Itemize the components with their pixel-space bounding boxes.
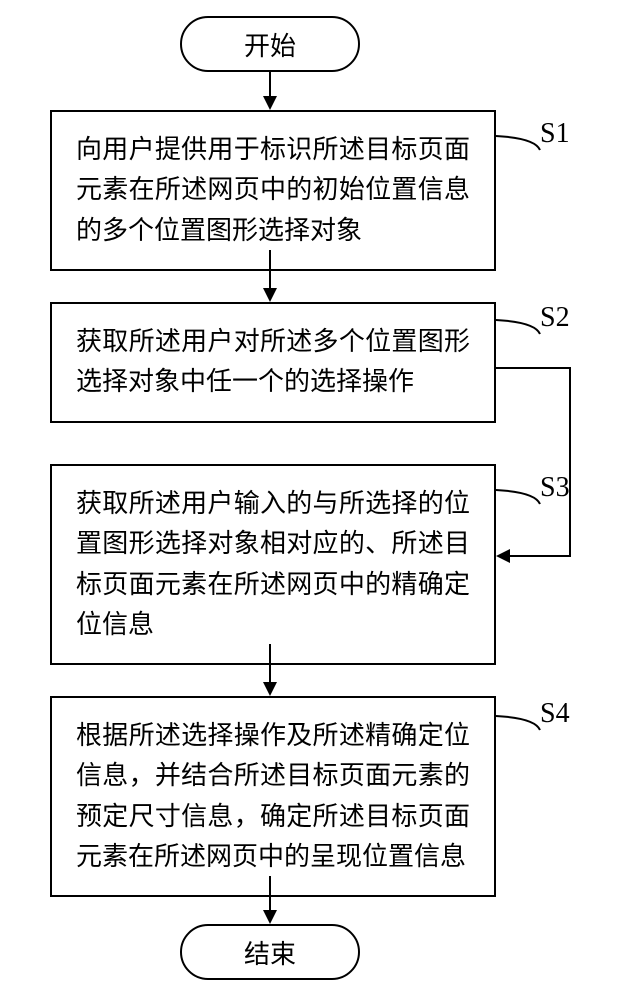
end-node: 结束: [180, 924, 360, 980]
flowchart-canvas: 开始 向用户提供用于标识所述目标页面元素在所述网页中的初始位置信息的多个位置图形…: [0, 0, 636, 1000]
edge-s4-end: [0, 0, 636, 1000]
end-label: 结束: [244, 934, 296, 971]
